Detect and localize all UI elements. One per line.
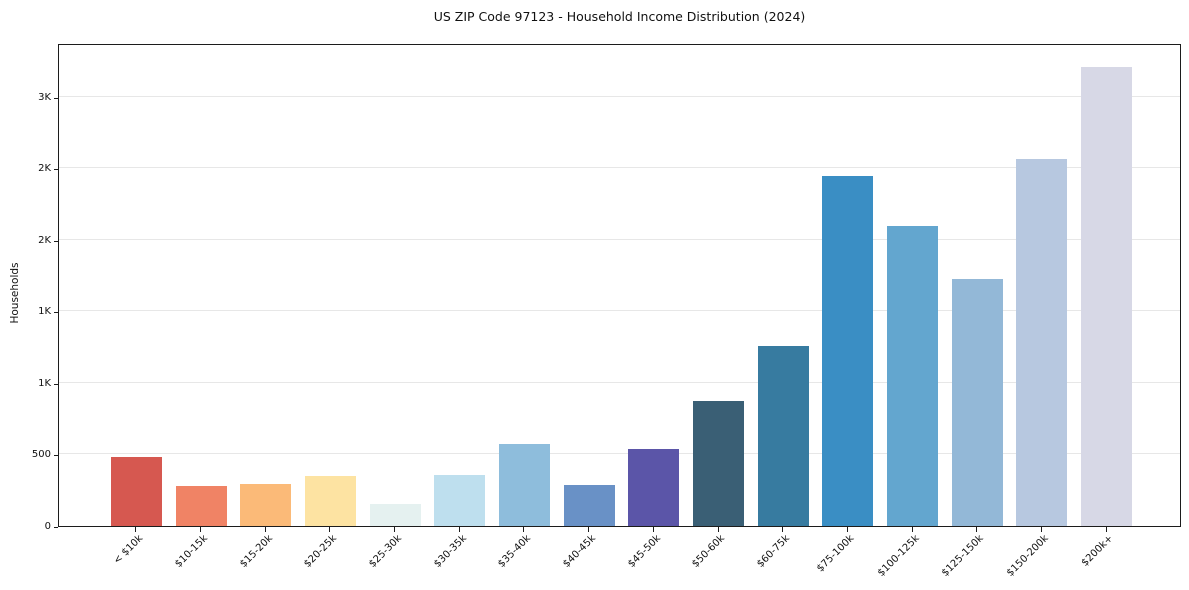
x-tick-mark — [717, 527, 719, 532]
x-tick-label: $200k+ — [1079, 533, 1116, 569]
bar-15-20k — [240, 483, 292, 526]
y-tick-label: 0 — [44, 521, 51, 532]
x-tick-label: $60-75k — [755, 533, 792, 570]
x-tick-mark — [846, 527, 848, 532]
bar-50-60k — [693, 400, 745, 526]
x-tick-mark — [394, 527, 396, 532]
y-tick-mark — [54, 169, 58, 171]
bar-30-35k — [434, 475, 486, 526]
bar-75-100k — [822, 176, 874, 526]
y-tick-label: 2K — [38, 234, 51, 246]
x-tick-mark — [782, 527, 784, 532]
x-tick-mark — [911, 527, 913, 532]
y-tick-mark — [54, 383, 58, 385]
gridline-1K — [59, 310, 1180, 312]
x-tick-label: $125-150k — [940, 533, 987, 579]
y-tick-mark — [54, 240, 58, 242]
bar-100-125k — [887, 226, 939, 526]
y-tick-label: 500 — [31, 449, 51, 461]
x-tick-label: $10-15k — [172, 533, 210, 570]
x-tick-label: $45-50k — [625, 533, 663, 570]
chart-title: US ZIP Code 97123 - Household Income Dis… — [433, 9, 806, 24]
bar-45-50k — [628, 449, 680, 526]
gridline-2K — [59, 238, 1180, 240]
bar-35-40k — [498, 444, 550, 526]
x-tick-label: $100-125k — [875, 533, 922, 579]
x-tick-mark — [458, 527, 460, 532]
y-tick-label: 1K — [38, 306, 51, 318]
bar-150-200k — [1016, 158, 1068, 526]
bar-25-30k — [369, 503, 421, 526]
bar-40-45k — [563, 485, 615, 526]
bar-60-75k — [757, 346, 809, 526]
y-tick-label: 3K — [38, 91, 51, 103]
x-tick-label: $150-200k — [1004, 533, 1051, 579]
x-tick-mark — [976, 527, 978, 532]
x-tick-mark — [135, 527, 137, 532]
y-tick-label: 2K — [38, 163, 51, 175]
y-tick-mark — [54, 527, 58, 528]
x-tick-label: $35-40k — [496, 533, 534, 570]
y-tick-mark — [54, 455, 58, 457]
x-tick-mark — [588, 527, 590, 532]
x-tick-mark — [200, 527, 202, 532]
gridline-1K — [59, 381, 1180, 383]
gridline-3K — [59, 95, 1180, 97]
x-tick-label: $20-25k — [302, 533, 340, 570]
x-tick-mark — [1040, 527, 1042, 532]
bar-125-150k — [951, 279, 1003, 526]
y-tick-label: 1K — [38, 377, 51, 389]
bar-10k — [110, 457, 162, 526]
x-tick-label: $75-100k — [815, 533, 857, 575]
x-tick-mark — [1105, 527, 1107, 532]
gridline-2K — [59, 167, 1180, 169]
x-tick-mark — [523, 527, 525, 532]
x-tick-mark — [264, 527, 266, 532]
x-tick-mark — [652, 527, 654, 532]
x-tick-label: < $10k — [111, 533, 146, 567]
x-tick-label: $40-45k — [561, 533, 598, 570]
plot-area — [58, 44, 1181, 527]
bar-10-15k — [175, 485, 227, 526]
bar-20-25k — [304, 475, 356, 526]
x-tick-label: $15-20k — [237, 533, 275, 570]
x-tick-mark — [329, 527, 331, 532]
bar-200k — [1081, 66, 1133, 526]
y-tick-mark — [54, 312, 58, 314]
x-tick-label: $50-60k — [690, 533, 728, 570]
gridline-500 — [59, 453, 1180, 455]
x-tick-label: $25-30k — [366, 533, 404, 570]
y-tick-mark — [54, 97, 58, 99]
x-tick-label: $30-35k — [431, 533, 469, 570]
